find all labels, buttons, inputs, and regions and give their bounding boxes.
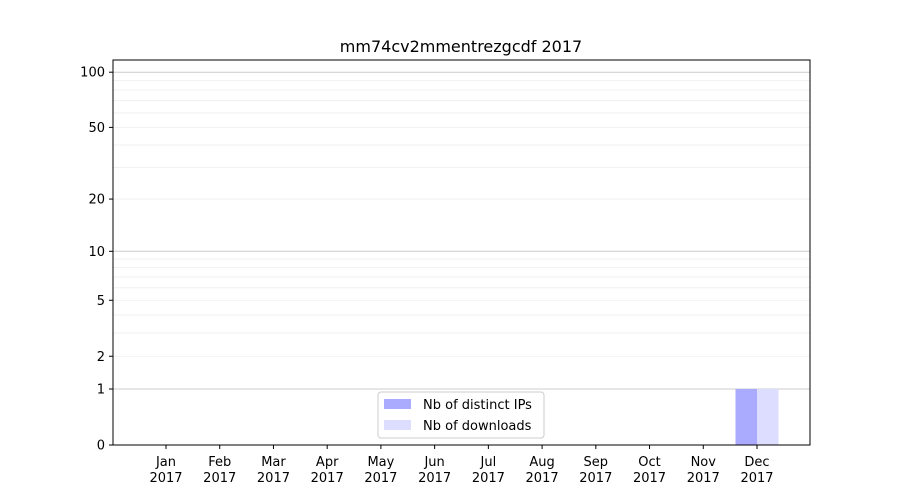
legend-frame [377,391,545,439]
x-tick-label: Apr [316,455,339,470]
x-tick-label: Jul [480,455,497,470]
x-tick-label: Oct [638,455,660,470]
y-tick-label: 1 [97,383,105,398]
legend-swatch-downloads [384,420,411,430]
x-tick-label: 2017 [579,471,612,486]
bar-distinct-ips [735,389,757,445]
gridlines [113,71,810,390]
x-tick-label: Feb [208,455,231,470]
x-tick-label: Nov [691,455,717,470]
plot-frame [112,59,811,446]
y-tick-label: 2 [97,350,105,365]
chart-title: mm74cv2mmentrezgcdf 2017 [340,37,582,56]
bar-downloads [757,389,779,445]
x-tick-label: 2017 [418,471,451,486]
y-tick-label: 5 [97,294,105,309]
y-tick-label: 20 [88,193,105,208]
x-tick-label: Jun [423,455,444,470]
legend-label-ips: Nb of distinct IPs [423,398,532,413]
legend-label-downloads: Nb of downloads [423,419,532,434]
x-tick-label: 2017 [687,471,720,486]
x-tick-label: 2017 [740,471,773,486]
x-tick-label: Jan [155,455,176,470]
x-tick-label: 2017 [633,471,666,486]
y-tick-label: 10 [88,245,105,260]
x-tick-label: 2017 [311,471,344,486]
x-tick-label: Sep [584,455,609,470]
x-tick-label: Dec [744,455,769,470]
bars [735,389,779,445]
x-tick-label: 2017 [364,471,397,486]
x-axis: Jan2017Feb2017Mar2017Apr2017May2017Jun20… [149,445,774,486]
legend-swatch-ips [384,399,411,409]
x-tick-label: 2017 [257,471,290,486]
y-axis: 0 1 2 5 10 20 50 100 [80,66,113,454]
x-tick-label: 2017 [203,471,236,486]
x-tick-label: 2017 [526,471,559,486]
x-tick-label: Mar [261,455,286,470]
y-tick-label: 100 [80,66,105,81]
x-tick-label: 2017 [149,471,182,486]
x-tick-label: Aug [529,455,554,470]
x-tick-label: May [367,455,394,470]
y-tick-label: 0 [97,439,105,454]
y-tick-label: 50 [88,121,105,136]
legend: Nb of distinct IPs Nb of downloads [377,391,545,439]
x-tick-label: 2017 [472,471,505,486]
